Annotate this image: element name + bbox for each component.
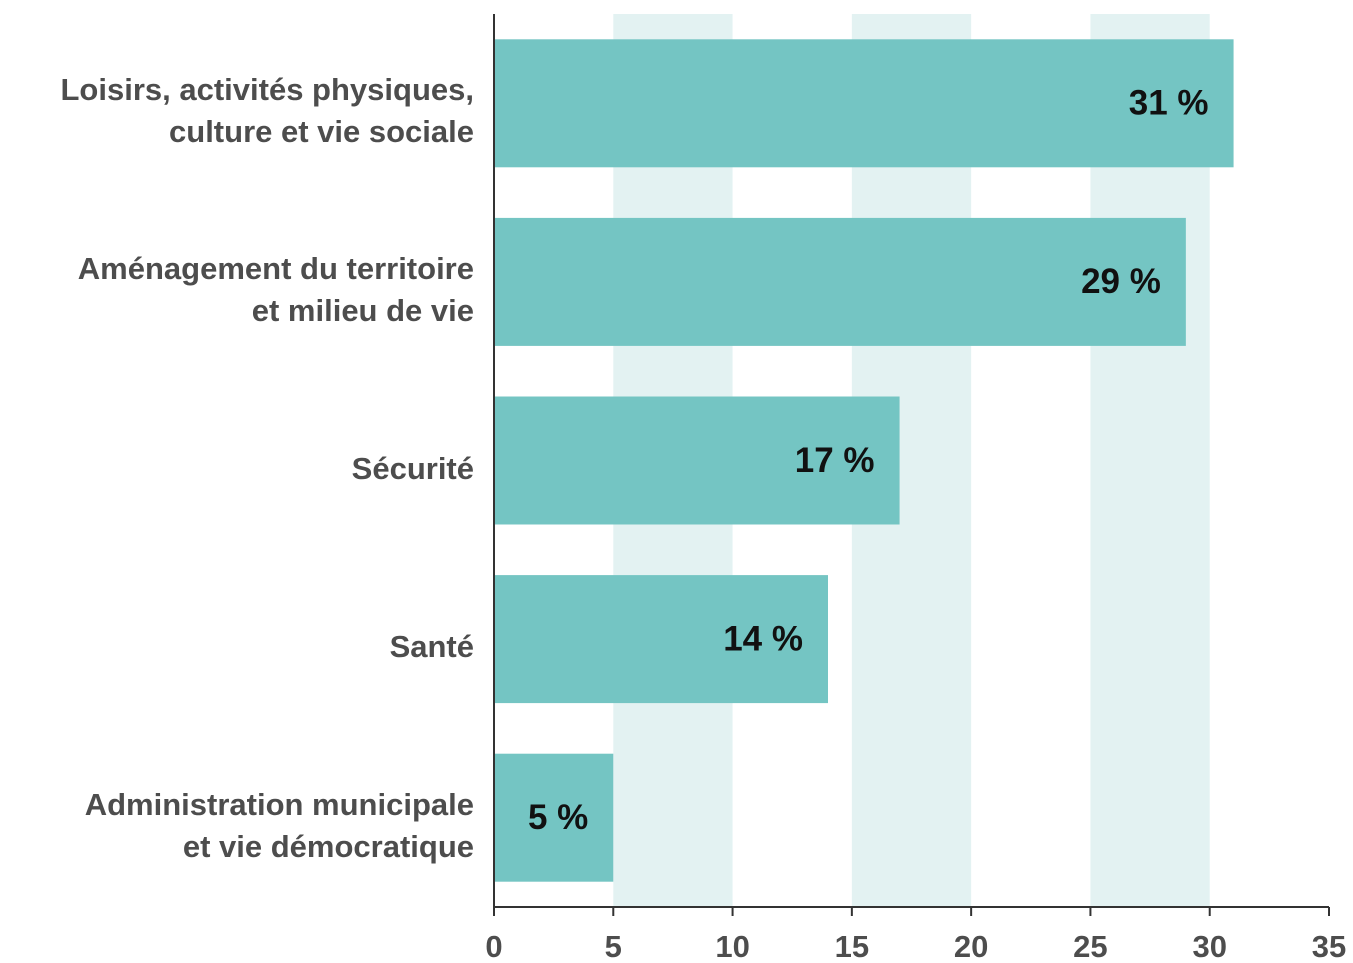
category-label: Aménagement du territoire et milieu de v… (77, 250, 474, 328)
value-label: 5 % (528, 798, 588, 837)
x-tick-label: 35 (1312, 929, 1346, 963)
bar (494, 575, 828, 704)
category-label: Loisirs, activités physiques, culture et… (60, 72, 475, 150)
x-tick-label: 10 (715, 929, 749, 963)
value-label: 14 % (723, 619, 803, 658)
x-tick-label: 0 (485, 929, 502, 963)
category-label: Administration municipale et vie démocra… (84, 786, 474, 864)
x-tick-label: 15 (835, 929, 869, 963)
bar (494, 396, 900, 525)
category-label: Santé (389, 629, 474, 665)
bar (494, 217, 1186, 346)
x-tick-label: 20 (954, 929, 988, 963)
value-label: 31 % (1129, 84, 1209, 123)
value-label: 17 % (795, 441, 875, 480)
x-tick-label: 25 (1073, 929, 1107, 963)
value-label: 29 % (1081, 262, 1161, 301)
category-label: Sécurité (351, 450, 474, 486)
x-tick-label: 5 (605, 929, 622, 963)
bar (494, 753, 614, 882)
x-tick-label: 30 (1192, 929, 1226, 963)
bar (494, 39, 1234, 168)
